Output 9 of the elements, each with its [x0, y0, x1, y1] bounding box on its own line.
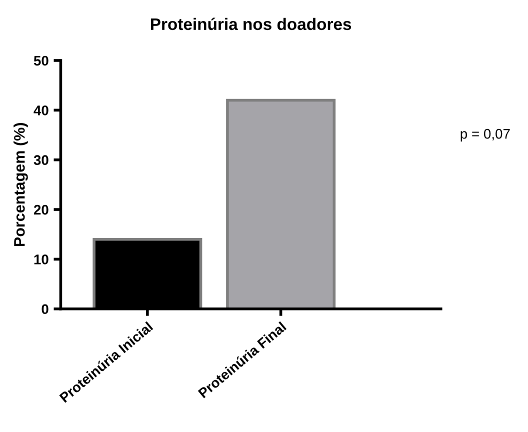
- y-tick-label: 40: [34, 105, 48, 116]
- y-tick-label: 30: [34, 155, 48, 166]
- y-axis-title: Porcentagem (%): [14, 123, 28, 246]
- y-tick-label: 50: [34, 56, 48, 66]
- y-tick-label: 10: [34, 254, 48, 264]
- text: p = 0,07: [460, 128, 510, 142]
- chart-title: Proteinúria nos doadores: [150, 18, 352, 30]
- y-tick-label: 20: [34, 204, 48, 215]
- y-tick-label: 0: [42, 304, 48, 314]
